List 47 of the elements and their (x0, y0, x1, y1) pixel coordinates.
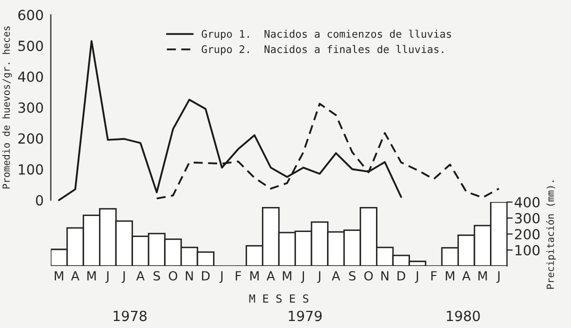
x-tick-label: A (332, 271, 340, 280)
x-tick-label: S (349, 271, 356, 281)
y-tick-label: 100 (18, 164, 43, 175)
x-tick-label: A (136, 271, 145, 280)
x-tick-label: N (381, 271, 388, 280)
x-tick-label: M (478, 271, 487, 280)
x-tick-label: N (186, 271, 193, 280)
text: 1980 (446, 310, 480, 322)
y-tick-label: 200 (515, 228, 540, 240)
legend-label: Grupo 1. Nacidos a comienzos de lluvias (202, 30, 452, 40)
x-tick-label: M (87, 271, 96, 280)
x-tick-label: O (168, 271, 178, 281)
y-tick-label: 100 (516, 244, 540, 256)
text: 1979 (288, 310, 322, 322)
x-tick-label: F (236, 271, 242, 280)
x-tick-label: A (266, 271, 275, 280)
x-tick-label: M (446, 271, 454, 280)
x-tick-label: A (462, 271, 470, 280)
x-tick-label: M (54, 271, 64, 280)
x-tick-label: J (496, 271, 500, 283)
x-tick-label: J (300, 271, 304, 283)
x-tick-label: J (122, 271, 125, 283)
x-tick-label: D (398, 271, 406, 280)
y-axis-title: Promedio de huevos/gr. heces (2, 26, 12, 188)
y-tick-label: 300 (18, 102, 43, 113)
y-tick-label: 500 (18, 40, 43, 52)
x-tick-label: D (202, 271, 210, 280)
x-tick-label: J (219, 271, 223, 283)
y-tick-label: 400 (514, 197, 540, 208)
text: 1978 (114, 310, 147, 322)
y-tick-label: 300 (515, 213, 540, 224)
y-tick-label: 200 (18, 133, 43, 144)
x-tick-label: M (250, 271, 259, 280)
x-tick-label: F (431, 271, 437, 280)
x-tick-label: S (154, 271, 160, 281)
x-tick-label: J (414, 271, 418, 283)
y-tick-label: 600 (18, 10, 43, 20)
x-tick-label: O (364, 271, 373, 281)
x-tick-label: A (71, 271, 80, 280)
legend-label: Grupo 2. Nacidos a finales de lluvias. (202, 45, 444, 56)
x-tick-label: J (105, 271, 108, 283)
y-tick-label: 400 (18, 72, 43, 82)
x-axis-title: M E S E S (249, 294, 308, 303)
x-tick-label: M (282, 271, 292, 280)
x-tick-label: J (317, 271, 320, 283)
y-axis-title: Precipitación (mm). (546, 180, 556, 289)
y-tick-label: 0 (36, 195, 43, 206)
